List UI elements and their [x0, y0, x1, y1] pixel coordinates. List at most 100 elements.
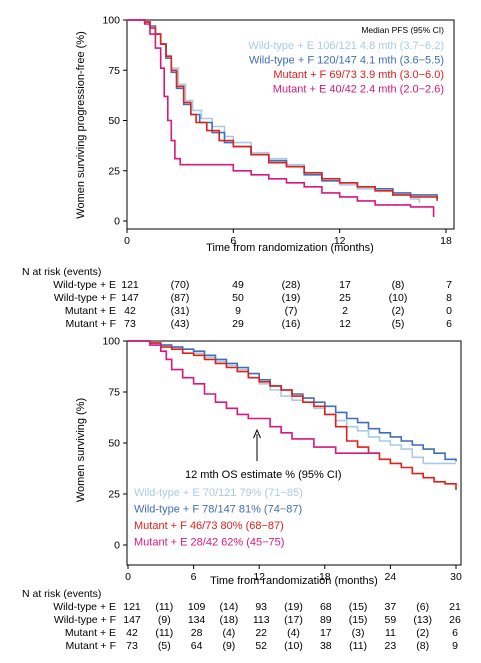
os-risk-cell: 121 [123, 601, 141, 613]
os-curves [128, 340, 457, 490]
os-risk-cell: (13) [413, 614, 432, 626]
os-x-tick-label: 24 [385, 571, 397, 583]
pfs-risk-cell: 25 [339, 292, 351, 304]
pfs-risk-cell: (7) [285, 305, 298, 317]
os-risk-header: N at risk (events) [22, 588, 101, 600]
pfs-risk-cell: 29 [232, 318, 244, 330]
pfs-risk-cell: (10) [389, 292, 408, 304]
pfs-risk-cell: 7 [446, 279, 452, 291]
pfs-risk-cell: (19) [282, 292, 301, 304]
os-risk-cell: 93 [255, 601, 267, 613]
pfs-risk-cell: (5) [392, 318, 405, 330]
pfs-x-axis-label: Time from randomization (months) [206, 242, 374, 254]
pfs-legend-title: Median PFS (95% CI) [361, 25, 444, 35]
os-risk-cell: (19) [284, 601, 303, 613]
os-annotation-arrowhead [253, 428, 261, 439]
pfs-risk-cell: (28) [282, 279, 301, 291]
os-y-tick-label: 0 [114, 540, 120, 552]
os-risk-cell: (9) [158, 614, 171, 626]
os-risk-cell: 147 [123, 614, 141, 626]
os-risk-table: N at risk (events) Wild-type + E 121 (11) 1… [22, 588, 461, 652]
pfs-risk-row-label: Wild-type + F [54, 292, 116, 304]
pfs-risk-cell: (70) [171, 279, 190, 291]
pfs-risk-cell: 147 [121, 292, 139, 304]
pfs-curve-mutant-f [127, 19, 438, 201]
os-legend: Wild-type + E 70/121 79% (71−85) Wild-typ… [134, 487, 303, 549]
os-risk-cell: 64 [191, 640, 203, 652]
os-risk-cell: (9) [222, 640, 235, 652]
os-y-tick-label: 50 [108, 438, 120, 450]
os-risk-cell: (11) [155, 627, 173, 639]
os-risk-cell: 17 [320, 627, 332, 639]
pfs-legend-mutant-f: Mutant + F 69/73 3.9 mth (3.0−6.0) [273, 69, 444, 81]
pfs-risk-cell: (2) [392, 305, 405, 317]
pfs-y-tick-label: 25 [108, 165, 120, 177]
pfs-y-tick-label: 0 [114, 216, 120, 228]
pfs-x-tick-label: 0 [124, 235, 130, 247]
pfs-curve-mutant-e [127, 19, 435, 217]
pfs-risk-cell: 8 [446, 292, 452, 304]
pfs-risk-row-label: Mutant + E [65, 305, 116, 317]
os-risk-cell: 109 [188, 601, 206, 613]
os-y-tick-label: 100 [102, 336, 120, 348]
os-risk-cell: 26 [449, 614, 461, 626]
os-risk-cell: (10) [284, 640, 303, 652]
pfs-risk-cell: 0 [446, 305, 452, 317]
os-legend-wild-type-f: Wild-type + F 78/147 81% (74−87) [134, 504, 302, 516]
os-risk-cell: (4) [287, 627, 300, 639]
os-risk-cell: 23 [385, 640, 397, 652]
os-legend-mutant-e: Mutant + E 28/42 62% (45−75) [134, 537, 284, 549]
os-legend-mutant-f: Mutant + F 46/73 80% (68−87) [134, 520, 284, 532]
os-risk-cell: (6) [416, 601, 429, 613]
os-risk-cell: 52 [255, 640, 267, 652]
os-ticks: 0 25 50 75 100 0 6 12 18 24 30 [102, 336, 462, 584]
pfs-risk-cell: 6 [446, 318, 452, 330]
pfs-legend-mutant-e: Mutant + E 40/42 2.4 mth (2.0−2.6) [273, 84, 444, 96]
os-risk-cell: (8) [416, 640, 429, 652]
os-legend-wild-type-e: Wild-type + E 70/121 79% (71−85) [134, 487, 303, 499]
os-risk-cell: 28 [191, 627, 203, 639]
os-risk-cell: 21 [449, 601, 461, 613]
os-risk-cell: 22 [255, 627, 267, 639]
os-risk-cell: 89 [320, 614, 332, 626]
pfs-legend-wild-type-e: Wild-type + E 106/121 4.8 mth (3.7−6.2) [248, 40, 444, 52]
os-panel: Women surviving (%) Time from randomizat… [75, 336, 462, 588]
pfs-risk-cell: 17 [339, 279, 351, 291]
pfs-legend: Wild-type + E 106/121 4.8 mth (3.7−6.2) W… [248, 40, 444, 96]
os-y-axis-label: Women surviving (%) [75, 398, 87, 502]
os-curve-mutant-f [128, 340, 457, 490]
pfs-risk-row-label: Mutant + F [66, 318, 116, 330]
pfs-x-tick-label: 12 [334, 235, 346, 247]
os-risk-row-label: Wild-type + F [54, 614, 116, 626]
pfs-panel: Women surviving progression-free (%) Tim… [75, 15, 455, 254]
os-y-tick-label: 75 [108, 387, 120, 399]
os-risk-cell: (3) [352, 627, 365, 639]
os-risk-cell: (15) [349, 614, 368, 626]
os-risk-cell: 134 [188, 614, 206, 626]
os-x-axis-label: Time from randomization (months) [210, 575, 378, 587]
pfs-risk-cell: (43) [171, 318, 190, 330]
pfs-x-tick-label: 18 [440, 235, 452, 247]
os-risk-cell: 9 [452, 640, 458, 652]
os-risk-cell: (14) [220, 601, 239, 613]
os-x-tick-label: 6 [191, 571, 197, 583]
os-curve-wild-type-e [128, 340, 456, 465]
pfs-risk-cell: (8) [392, 279, 405, 291]
os-risk-cell: 73 [126, 640, 138, 652]
os-risk-cell: 37 [385, 601, 397, 613]
pfs-y-tick-label: 50 [108, 115, 120, 127]
pfs-risk-cell: 42 [124, 305, 136, 317]
os-annotation: 12 mth OS estimate % (95% CI) [185, 469, 342, 481]
pfs-curves [127, 19, 438, 217]
pfs-legend-wild-type-f: Wild-type + F 120/147 4.1 mth (3.6−5.5) [249, 55, 444, 67]
os-x-tick-label: 12 [253, 571, 265, 583]
pfs-risk-table: N at risk (events) Wild-type + E 121 (70) 4… [22, 266, 452, 330]
pfs-risk-cell: 49 [232, 279, 244, 291]
os-risk-cell: 38 [320, 640, 332, 652]
pfs-risk-cell: (31) [171, 305, 190, 317]
pfs-risk-cell: (87) [171, 292, 190, 304]
os-risk-cell: (18) [220, 614, 239, 626]
os-risk-cell: (2) [416, 627, 429, 639]
pfs-risk-cell: 9 [235, 305, 241, 317]
